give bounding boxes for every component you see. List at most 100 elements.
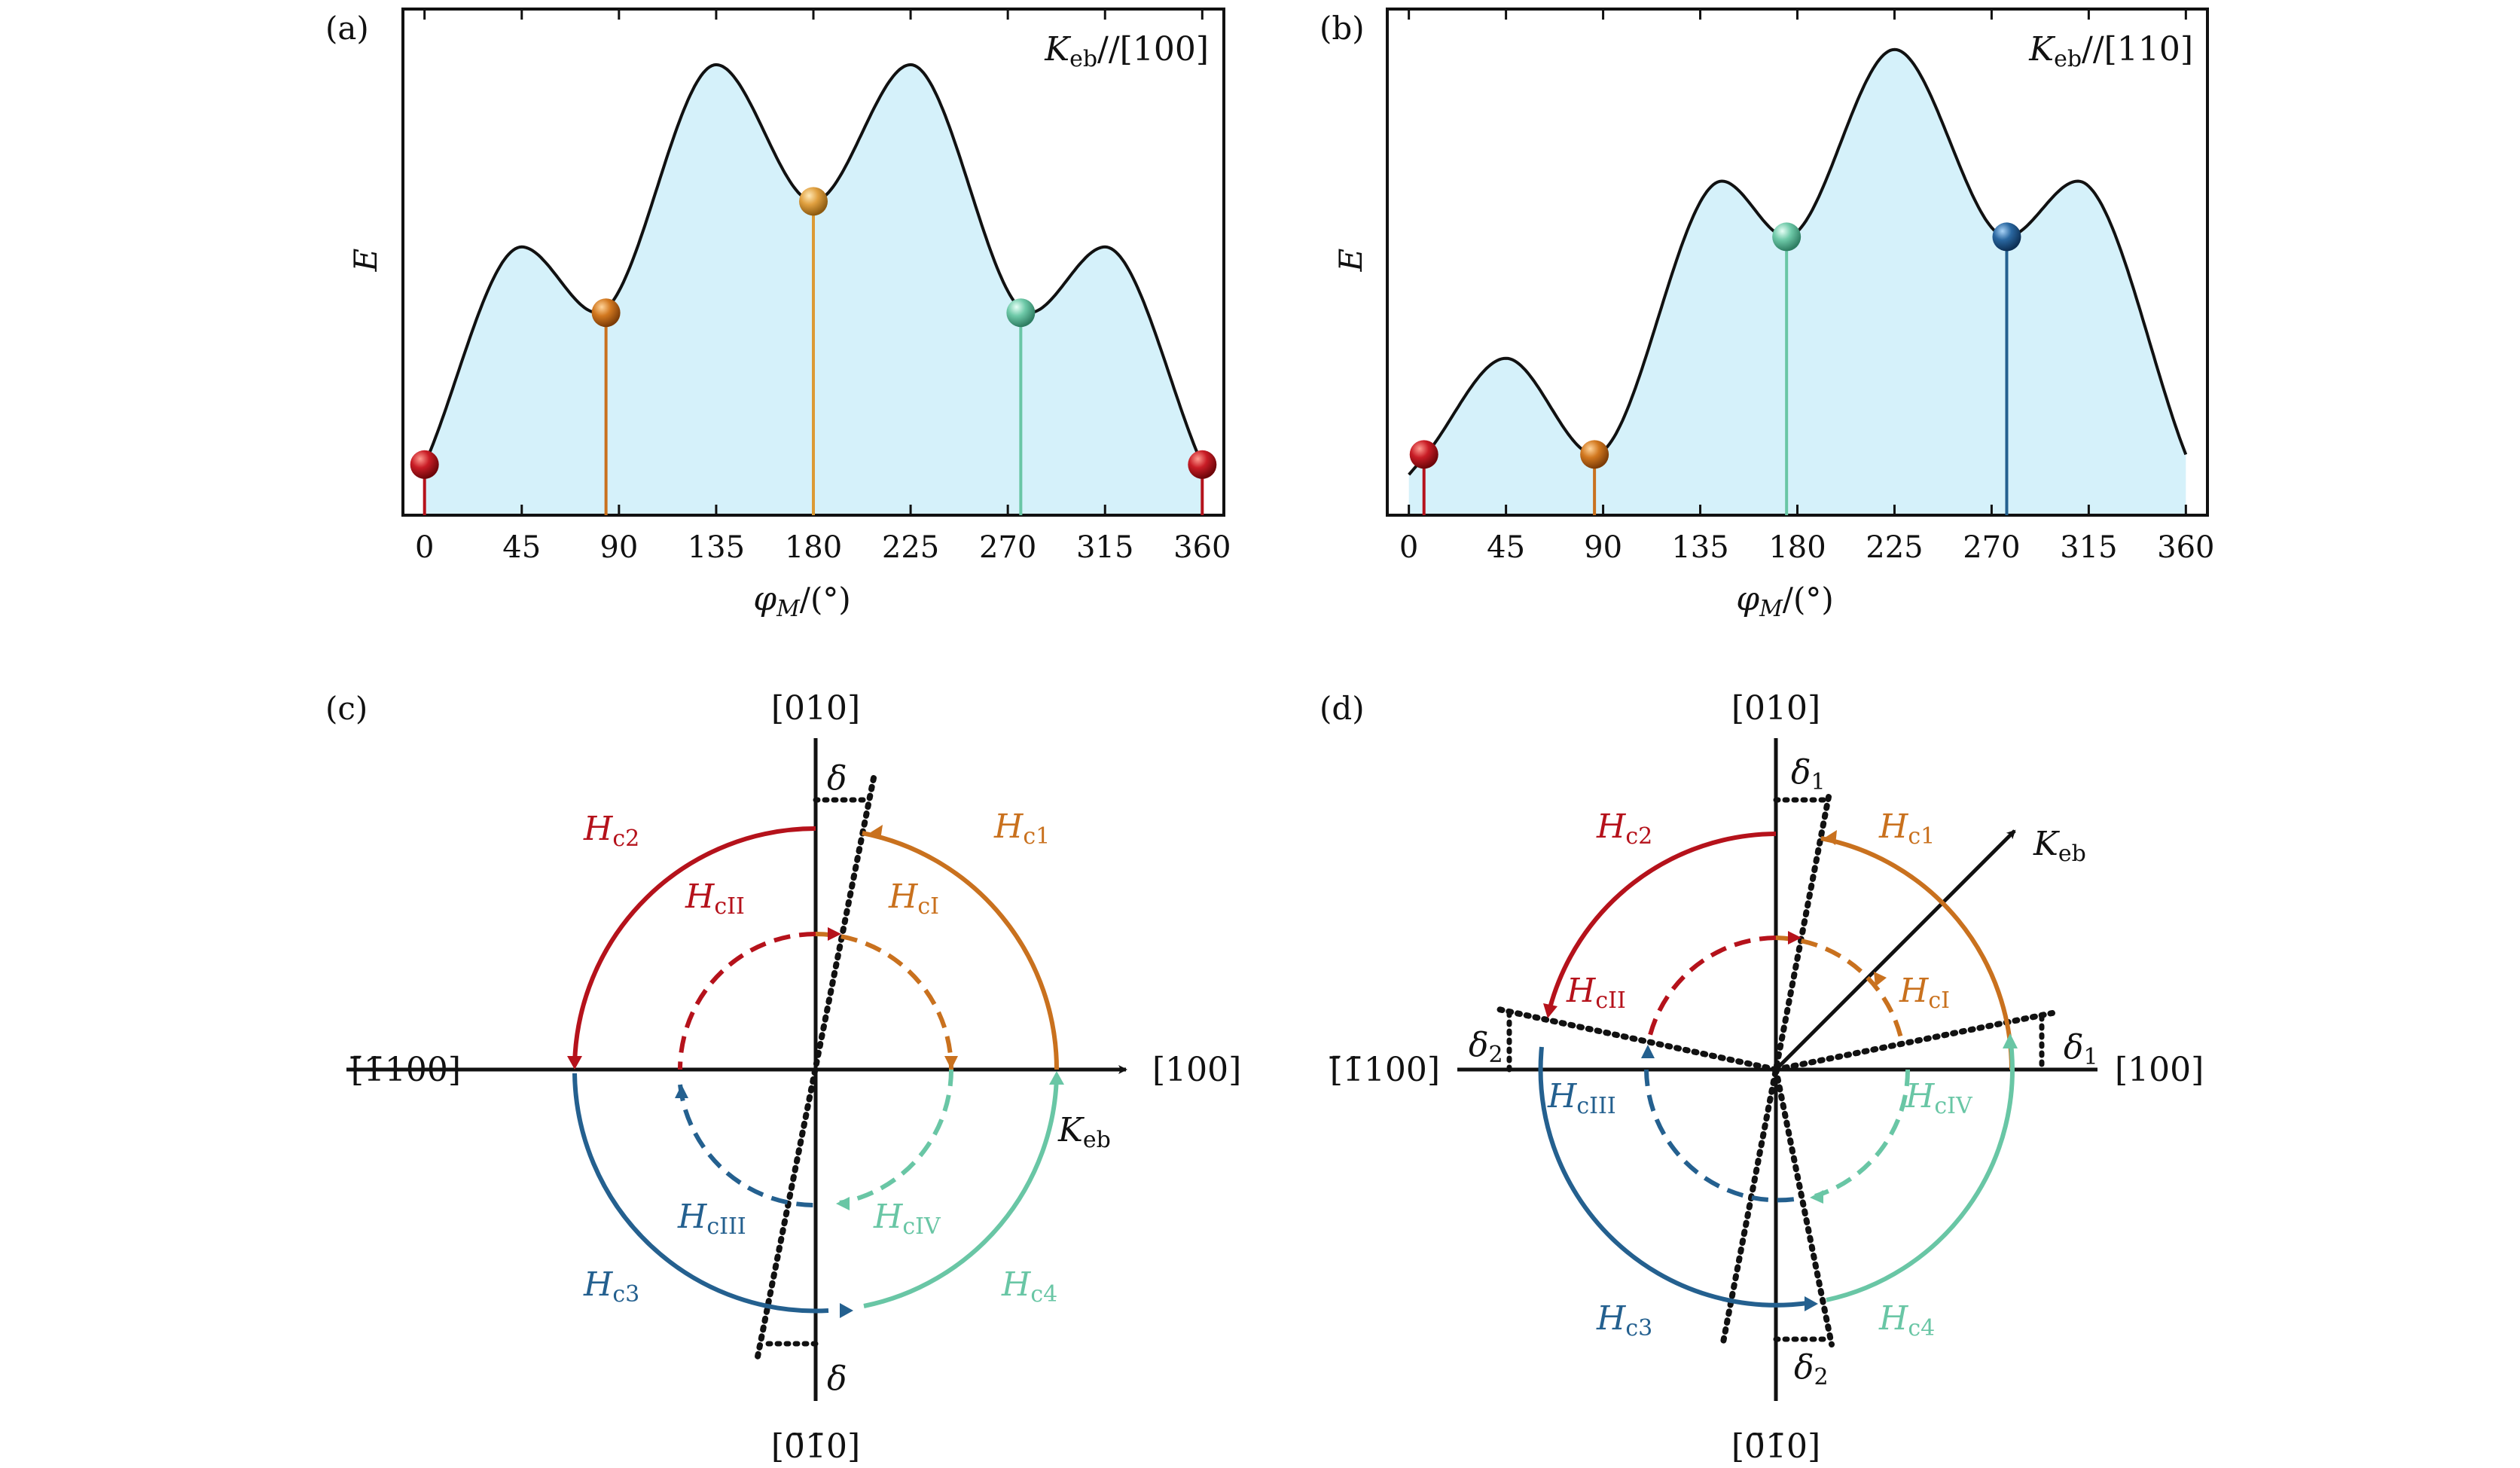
easy-axis-dotted-c xyxy=(754,775,877,1363)
keb-annotation-a: Keb//[100] xyxy=(1044,30,1209,72)
x-tick-label: 315 xyxy=(1076,530,1133,565)
label-hcIII-c: HcIII xyxy=(677,1198,746,1240)
keb-arrow-d xyxy=(1774,829,2016,1071)
panel-d: (d) [010] [0̄1̄0] xyxy=(1319,689,2204,1466)
area-fill xyxy=(1408,49,2186,516)
arc-hc4 xyxy=(863,1075,1059,1308)
label-hc1-d: Hc1 xyxy=(1878,807,1935,850)
arrowhead-hc3-d xyxy=(1805,1296,1818,1311)
dotted-line-lower-d xyxy=(1773,1067,1835,1347)
plot-b-area: 0 45 90 135 180 225 270 315 360 xyxy=(1386,8,2215,565)
arrowhead-hcII xyxy=(828,927,841,941)
arc-hc4-d xyxy=(1826,1042,2015,1302)
keb-annotation-b: Keb//[110] xyxy=(2028,30,2193,72)
axis-label-0-10-d: [0̄1̄0] xyxy=(1731,1427,1820,1466)
x-axis-label-b: φM/(°) xyxy=(1736,580,1833,622)
arrowhead-hc4-d xyxy=(2003,1033,2018,1048)
label-hc3-d: Hc3 xyxy=(1596,1299,1652,1341)
arrowhead-hc1-d xyxy=(1825,830,1837,845)
arc-hc2-d xyxy=(1548,832,1777,1009)
x-tick-label: 45 xyxy=(502,530,541,565)
state-marker-ball xyxy=(1409,440,1438,469)
arrowhead-hcIII-d xyxy=(1641,1045,1655,1058)
state-marker-ball xyxy=(591,298,621,328)
label-hc1-c: Hc1 xyxy=(993,807,1050,850)
state-marker-ball xyxy=(1006,298,1036,328)
x-tick-label: 225 xyxy=(882,530,939,565)
axis-label-0-10-c: [0̄1̄0] xyxy=(771,1427,860,1466)
delta1-right-label-d: δ1 xyxy=(2064,1028,2098,1070)
x-tick-label: 135 xyxy=(1671,530,1728,565)
state-marker-ball xyxy=(1992,222,2021,252)
label-hc3-c: Hc3 xyxy=(583,1265,639,1308)
axis-label-010-c: [010] xyxy=(771,689,860,728)
label-hcIV-c: HcIV xyxy=(873,1198,941,1240)
axis-label-100-d: [100] xyxy=(2115,1051,2204,1089)
x-tick-label: 180 xyxy=(785,530,842,565)
delta-bottom-label-c: δ xyxy=(827,1360,847,1398)
arc-hcIII-d xyxy=(1644,1069,1801,1203)
y-axis-label-a: E xyxy=(347,249,384,273)
keb-label-c: Keb xyxy=(1057,1111,1111,1153)
x-tick-label: 0 xyxy=(415,530,434,565)
label-hc2-c: Hc2 xyxy=(583,810,639,852)
state-marker-ball xyxy=(410,450,439,479)
arc-hcIV-d xyxy=(1814,1069,1911,1198)
x-tick-label: 270 xyxy=(979,530,1036,565)
arc-hc1-d xyxy=(1820,836,2014,1070)
keb-label-d: Keb xyxy=(2033,825,2086,867)
label-hcII-d: HcII xyxy=(1566,972,1626,1014)
label-hcIII-d: HcIII xyxy=(1547,1077,1616,1119)
dotted-line-left-d xyxy=(1496,1006,1779,1073)
x-tick-label: 45 xyxy=(1487,530,1525,565)
x-tick-label: 360 xyxy=(1173,530,1231,565)
panel-a-label: (a) xyxy=(325,10,369,47)
arrowhead-hc2 xyxy=(567,1056,582,1070)
arrowhead-hcIII xyxy=(675,1085,688,1098)
label-hcII-c: HcII xyxy=(685,877,745,920)
x-tick-label: 225 xyxy=(1866,530,1923,565)
x-tick-label: 315 xyxy=(2060,530,2117,565)
arrowhead-hcIV-d xyxy=(1810,1190,1823,1204)
state-marker-ball xyxy=(1188,450,1217,479)
state-marker-ball xyxy=(799,187,828,216)
arrowhead-hcI xyxy=(944,1056,958,1070)
delta2-bottom-label-d: δ2 xyxy=(1794,1348,1829,1390)
arc-hcI xyxy=(815,932,953,1070)
arc-hc3 xyxy=(572,1073,829,1314)
arc-hc3-d xyxy=(1538,1046,1808,1308)
arrowhead-hc2-d xyxy=(1543,1003,1557,1018)
label-hcI-c: HcI xyxy=(888,877,939,920)
x-axis-label-a: φM/(°) xyxy=(753,580,850,622)
label-hc2-d: Hc2 xyxy=(1596,807,1652,850)
arrowhead-hcIV xyxy=(836,1197,850,1210)
label-hc4-d: Hc4 xyxy=(1878,1299,1935,1341)
axis-label-100-c: [100] xyxy=(1152,1051,1241,1089)
x-tick-label: 360 xyxy=(2157,530,2214,565)
x-tick-label: 90 xyxy=(599,530,638,565)
arc-hcIII xyxy=(678,1084,816,1208)
axis-label--100-d: [̄1̄100] xyxy=(1329,1051,1440,1089)
arc-hcI-d xyxy=(1775,935,1904,1042)
arrowhead-hc4 xyxy=(1049,1071,1064,1085)
y-axis-label-b: E xyxy=(1332,249,1369,273)
plot-a-area: 0 45 90 135 180 225 270 315 360 xyxy=(401,8,1231,565)
arc-hc1 xyxy=(862,831,1059,1070)
panel-d-label: (d) xyxy=(1319,690,1365,727)
panel-c-label: (c) xyxy=(325,690,368,727)
delta2-left-label-d: δ2 xyxy=(1469,1026,1503,1068)
arrowhead-hc3 xyxy=(840,1303,853,1318)
axis-label-010-d: [010] xyxy=(1731,689,1820,728)
arc-hc2 xyxy=(572,826,816,1067)
label-hcIV-d: HcIV xyxy=(1905,1077,1973,1119)
panel-b: (b) 0 45 90 135 180 225 270 315 360 Keb//[110] E… xyxy=(1319,8,2215,622)
arc-hcII-d xyxy=(1647,935,1777,1039)
arc-hcIV xyxy=(839,1069,953,1205)
arrowhead-hcII-d xyxy=(1788,931,1802,945)
panel-c: (c) [010] [0̄1̄0] [̄1̄100] [100] Keb δ xyxy=(325,689,1241,1466)
panel-a: (a) 0 45 90 135 180 225 270 315 360 Keb//[100] E… xyxy=(325,8,1231,622)
arrowhead-hcI-d xyxy=(1874,972,1887,987)
x-tick-label: 270 xyxy=(1963,530,2020,565)
state-marker-ball xyxy=(1580,440,1609,469)
